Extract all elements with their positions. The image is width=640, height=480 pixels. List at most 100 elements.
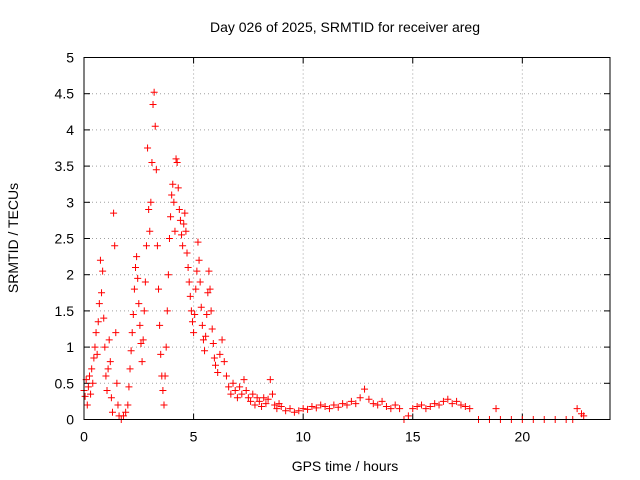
data-point bbox=[277, 402, 285, 410]
axis-ticks bbox=[83, 57, 610, 420]
data-point bbox=[249, 390, 257, 398]
data-point bbox=[382, 402, 390, 410]
data-point bbox=[233, 394, 241, 402]
data-point bbox=[422, 405, 430, 413]
data-point bbox=[182, 227, 190, 235]
data-point bbox=[195, 256, 203, 264]
data-point bbox=[170, 198, 178, 206]
data-point bbox=[160, 401, 168, 409]
data-point bbox=[205, 267, 213, 275]
data-point bbox=[273, 405, 281, 413]
data-point bbox=[426, 402, 434, 410]
data-point bbox=[104, 365, 112, 373]
data-point bbox=[159, 387, 167, 395]
data-point bbox=[207, 307, 215, 315]
data-point bbox=[196, 278, 204, 286]
data-point bbox=[255, 397, 263, 405]
data-point bbox=[112, 329, 120, 337]
data-point bbox=[152, 166, 160, 174]
data-point bbox=[209, 339, 217, 347]
data-point bbox=[88, 365, 96, 373]
data-point bbox=[194, 238, 202, 246]
data-point bbox=[461, 402, 469, 410]
data-point bbox=[448, 400, 456, 408]
data-point bbox=[222, 372, 230, 380]
data-point bbox=[325, 405, 333, 413]
data-point bbox=[100, 314, 108, 322]
data-point bbox=[203, 311, 211, 319]
data-point bbox=[102, 372, 110, 380]
data-point bbox=[150, 88, 158, 96]
data-point bbox=[210, 354, 218, 362]
y-tick-label: 2 bbox=[66, 267, 74, 283]
data-point bbox=[157, 350, 165, 358]
data-point bbox=[247, 397, 255, 405]
data-point bbox=[262, 400, 270, 408]
data-point bbox=[101, 343, 109, 351]
data-point bbox=[225, 383, 233, 391]
data-point bbox=[183, 249, 191, 257]
data-point bbox=[172, 155, 180, 163]
data-point bbox=[155, 285, 163, 293]
data-point bbox=[238, 390, 246, 398]
data-point bbox=[168, 191, 176, 199]
data-point bbox=[199, 336, 207, 344]
data-point bbox=[204, 289, 212, 297]
data-point bbox=[229, 379, 237, 387]
data-point bbox=[192, 285, 200, 293]
data-point bbox=[286, 405, 294, 413]
data-point bbox=[176, 216, 184, 224]
data-point bbox=[453, 397, 461, 405]
data-point bbox=[290, 408, 298, 416]
data-point bbox=[266, 376, 274, 384]
data-point bbox=[227, 390, 235, 398]
data-point bbox=[218, 336, 226, 344]
y-tick-label: 1 bbox=[66, 339, 74, 355]
data-point bbox=[260, 394, 268, 402]
y-tick-label: 0 bbox=[66, 412, 74, 428]
data-point bbox=[334, 403, 342, 411]
data-point bbox=[93, 350, 101, 358]
data-point bbox=[317, 401, 325, 409]
data-point bbox=[141, 278, 149, 286]
data-point bbox=[108, 408, 116, 416]
data-point bbox=[132, 263, 140, 271]
data-point bbox=[206, 285, 214, 293]
x-tick-label: 10 bbox=[295, 429, 311, 445]
data-point bbox=[105, 336, 113, 344]
data-point bbox=[124, 401, 132, 409]
data-point bbox=[87, 390, 95, 398]
data-point bbox=[130, 285, 138, 293]
data-point bbox=[99, 267, 107, 275]
data-point bbox=[114, 401, 122, 409]
data-point bbox=[190, 329, 198, 337]
data-point bbox=[140, 307, 148, 315]
data-point bbox=[135, 300, 143, 308]
data-point bbox=[103, 387, 111, 395]
data-point bbox=[165, 235, 173, 242]
data-point bbox=[134, 274, 142, 282]
data-point bbox=[187, 307, 195, 315]
data-point bbox=[208, 325, 216, 333]
data-point bbox=[396, 405, 404, 413]
data-point bbox=[361, 385, 369, 393]
y-tick-label: 2.5 bbox=[55, 231, 75, 247]
y-tick-label: 3.5 bbox=[55, 158, 75, 174]
x-tick-label: 15 bbox=[405, 429, 421, 445]
data-point bbox=[391, 401, 399, 409]
data-point bbox=[126, 365, 134, 373]
data-point bbox=[181, 209, 189, 217]
data-point bbox=[299, 405, 307, 413]
data-point bbox=[236, 383, 244, 391]
data-point bbox=[149, 101, 157, 109]
data-point bbox=[147, 198, 155, 206]
data-point bbox=[404, 412, 412, 420]
data-point bbox=[312, 404, 320, 412]
data-point bbox=[409, 405, 417, 413]
data-point bbox=[264, 395, 272, 403]
data-point bbox=[138, 358, 146, 366]
data-point bbox=[167, 213, 175, 221]
data-point bbox=[136, 321, 144, 329]
data-point bbox=[220, 358, 228, 366]
data-point bbox=[339, 400, 347, 408]
